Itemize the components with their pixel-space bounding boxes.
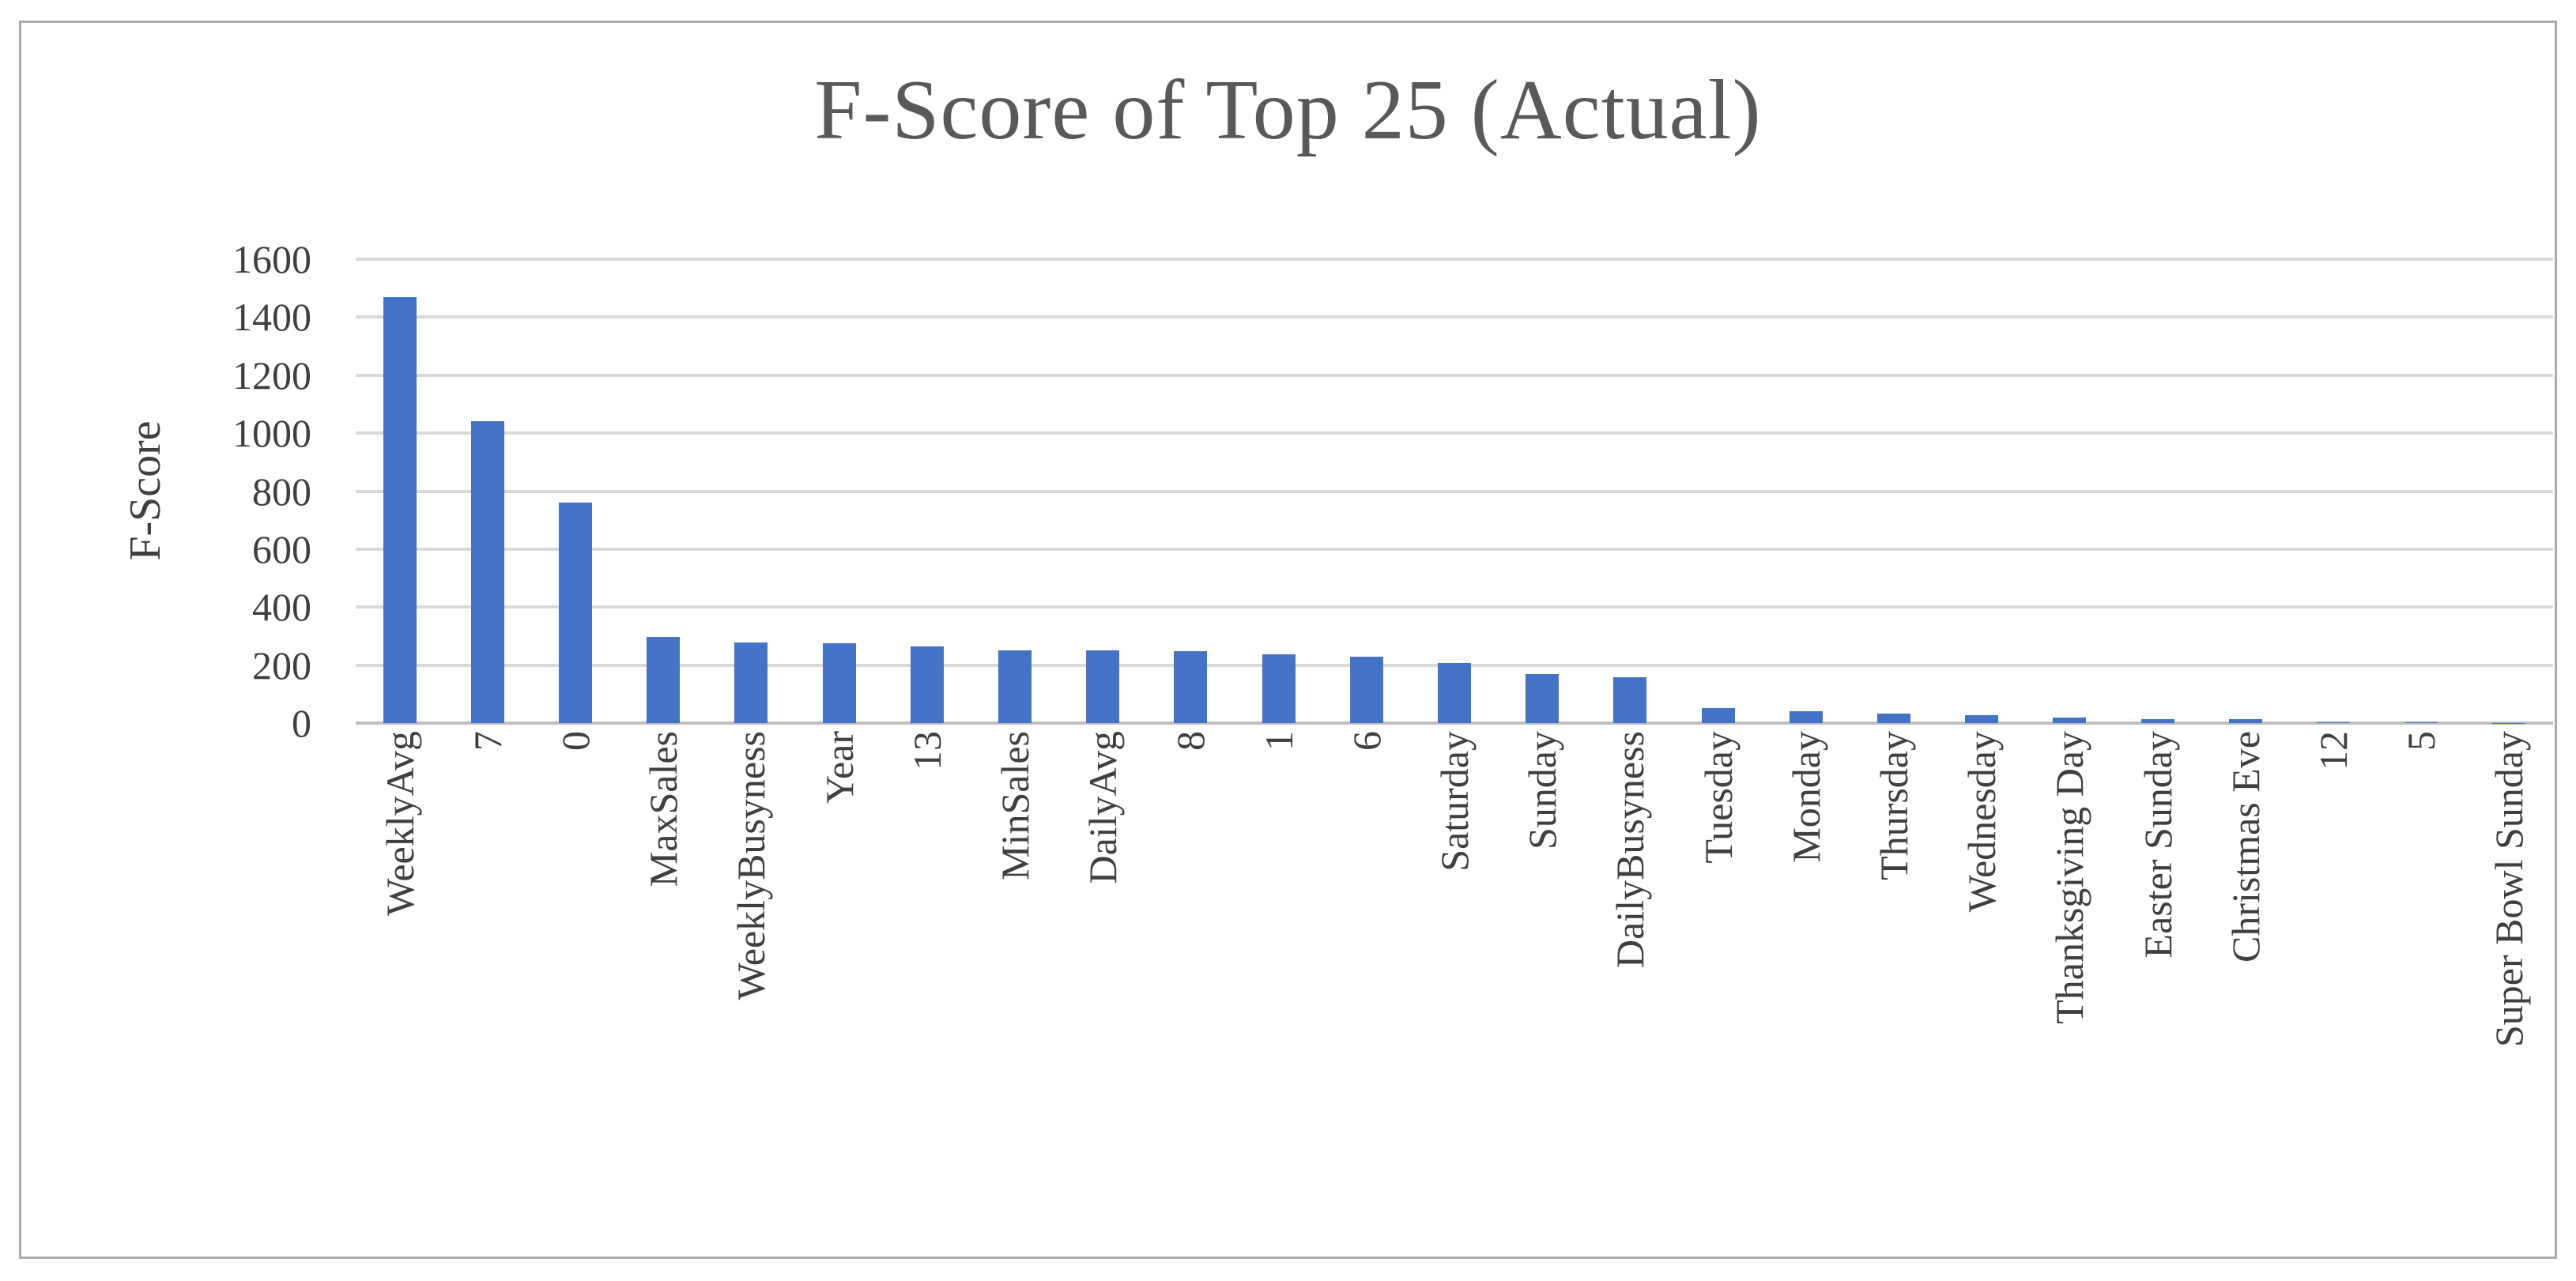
bar-thursday — [1877, 713, 1910, 723]
bar-minsales — [998, 650, 1032, 723]
bar-weeklyavg — [383, 296, 417, 723]
x-category-label-sunday: Sunday — [1520, 731, 1565, 850]
x-category-label-year: Year — [817, 731, 862, 804]
x-category-label-6: 6 — [1344, 731, 1389, 751]
bar-christmas-eve — [2228, 718, 2262, 723]
bar-thanksgiving-day — [2053, 718, 2087, 723]
x-category-label-0: 0 — [553, 731, 598, 751]
x-category-label-weeklyavg: WeeklyAvg — [377, 731, 422, 916]
x-category-label-super-bowl-sunday: Super Bowl Sunday — [2487, 731, 2532, 1047]
gridline-1000 — [356, 431, 2553, 435]
bar-6 — [1349, 656, 1383, 723]
bar-saturday — [1438, 663, 1471, 723]
y-tick-label-400: 400 — [252, 585, 311, 630]
bar-0 — [559, 503, 592, 723]
x-axis-line — [356, 722, 2553, 725]
bar-monday — [1789, 710, 1823, 723]
gridline-1200 — [356, 373, 2553, 377]
x-category-label-saturday: Saturday — [1432, 731, 1477, 872]
y-tick-label-1200: 1200 — [232, 352, 311, 397]
x-category-label-easter-sunday: Easter Sunday — [2135, 731, 2180, 959]
bar-sunday — [1526, 674, 1560, 723]
x-category-label-5: 5 — [2399, 731, 2444, 751]
x-category-label-weeklybusyness: WeeklyBusyness — [729, 731, 774, 1000]
y-tick-label-800: 800 — [252, 469, 311, 514]
x-category-label-monday: Monday — [1783, 731, 1828, 863]
bar-13 — [910, 646, 944, 723]
x-category-label-7: 7 — [465, 731, 510, 751]
x-category-label-tuesday: Tuesday — [1695, 731, 1741, 864]
y-tick-label-200: 200 — [252, 642, 311, 688]
y-tick-label-1400: 1400 — [232, 295, 311, 340]
x-category-label-dailyavg: DailyAvg — [1081, 731, 1126, 884]
plot-area — [356, 258, 2553, 725]
chart-title: F-Score of Top 25 (Actual) — [814, 63, 1762, 157]
x-category-label-8: 8 — [1168, 731, 1213, 751]
x-category-label-1: 1 — [1256, 731, 1301, 751]
bar-dailyavg — [1086, 650, 1120, 723]
bar-tuesday — [1701, 707, 1735, 723]
bar-dailybusyness — [1613, 677, 1647, 723]
gridline-1600 — [356, 258, 2553, 261]
x-category-label-12: 12 — [2311, 731, 2355, 770]
bar-maxsales — [647, 637, 681, 723]
x-category-label-wednesday: Wednesday — [1959, 731, 2005, 913]
x-category-label-christmas-eve: Christmas Eve — [2223, 731, 2268, 963]
gridline-400 — [356, 605, 2553, 609]
bar-12 — [2317, 722, 2350, 723]
bar-year — [822, 643, 856, 723]
x-category-label-thursday: Thursday — [1872, 731, 1916, 880]
x-category-label-maxsales: MaxSales — [641, 731, 686, 887]
y-tick-label-1600: 1600 — [232, 237, 311, 281]
x-category-label-dailybusyness: DailyBusyness — [1608, 731, 1653, 968]
y-tick-label-0: 0 — [292, 701, 311, 745]
bar-1 — [1262, 654, 1296, 723]
gridline-1400 — [356, 315, 2553, 319]
bar-weeklybusyness — [734, 642, 768, 723]
y-tick-label-1000: 1000 — [232, 411, 311, 456]
bar-easter-sunday — [2140, 718, 2174, 723]
gridline-800 — [356, 489, 2553, 493]
bar-5 — [2404, 722, 2438, 723]
y-tick-label-600: 600 — [252, 526, 311, 571]
x-category-label-13: 13 — [904, 731, 949, 770]
bar-7 — [470, 421, 504, 723]
x-category-label-thanksgiving-day: Thanksgiving Day — [2047, 731, 2092, 1024]
figure-border — [19, 21, 2557, 1259]
bar-wednesday — [1965, 715, 1999, 723]
bar-8 — [1174, 651, 1208, 723]
x-category-label-minsales: MinSales — [993, 731, 1037, 880]
gridline-600 — [356, 547, 2553, 551]
